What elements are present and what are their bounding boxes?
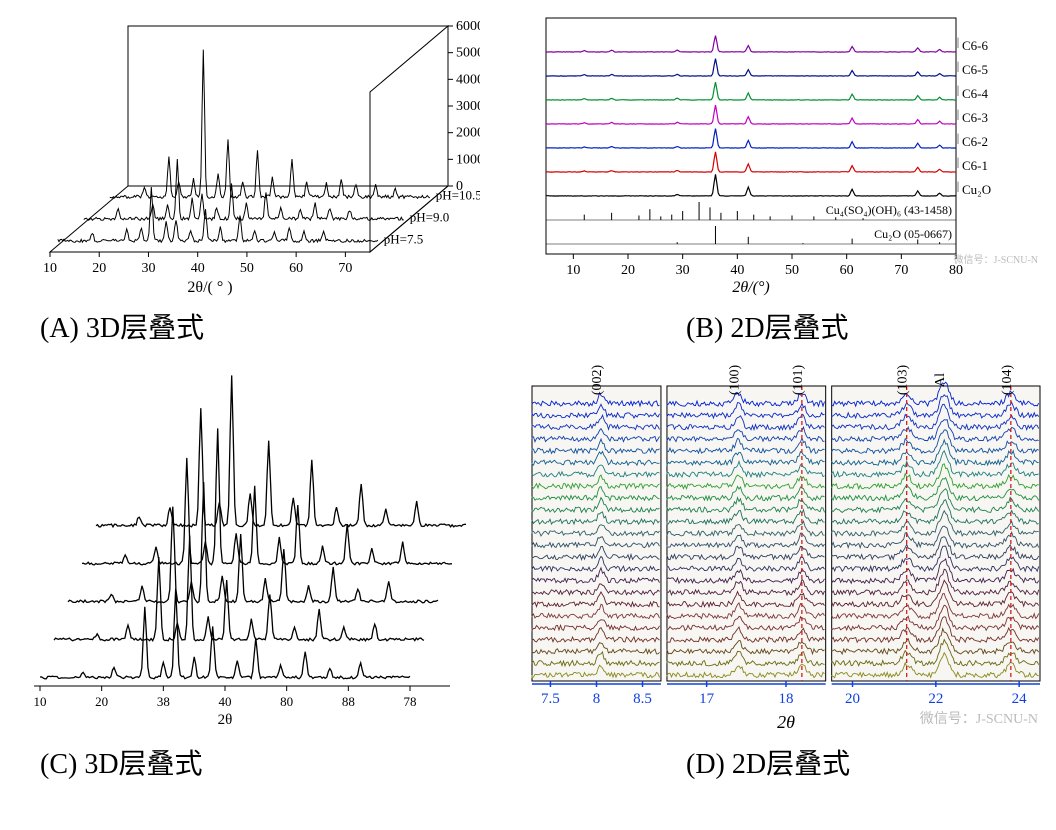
svg-text:pH=7.5: pH=7.5 xyxy=(384,231,423,246)
svg-text:2θ: 2θ xyxy=(777,712,795,732)
svg-text:Cu₂O: Cu₂O xyxy=(962,182,991,197)
svg-text:C6-4: C6-4 xyxy=(962,86,989,101)
svg-text:30: 30 xyxy=(141,261,155,276)
svg-text:30: 30 xyxy=(676,263,690,278)
svg-text:60: 60 xyxy=(840,263,854,278)
panel-d: (002) 7.5 8 8.5 (100) (101) 17 18 (103) Al (104) 20… xyxy=(526,356,1046,782)
svg-text:(100): (100) xyxy=(727,365,742,396)
svg-text:8.5: 8.5 xyxy=(633,691,652,707)
caption-d: (D) 2D层叠式 xyxy=(526,736,1046,782)
panel-c-chart: 10 20 38 40 80 88 78 2θ xyxy=(10,356,506,736)
svg-text:20: 20 xyxy=(621,263,635,278)
svg-text:60: 60 xyxy=(289,261,303,276)
panel-c: 10 20 38 40 80 88 78 2θ (C) 3D层叠式 xyxy=(10,356,506,782)
svg-text:5000: 5000 xyxy=(456,46,480,61)
svg-text:2θ/( ° ): 2θ/( ° ) xyxy=(187,279,232,296)
svg-text:C6-6: C6-6 xyxy=(962,38,989,53)
svg-text:20: 20 xyxy=(95,694,108,709)
svg-text:40: 40 xyxy=(191,261,205,276)
svg-text:10: 10 xyxy=(566,263,580,278)
svg-text:Cu₄(SO₄)(OH)₆ (43-1458): Cu₄(SO₄)(OH)₆ (43-1458) xyxy=(826,203,952,217)
svg-text:10: 10 xyxy=(34,694,47,709)
svg-text:pH=10.5: pH=10.5 xyxy=(436,187,480,202)
panel-b-chart: Cu₂O (05-0667) Cu₄(SO₄)(OH)₆ (43-1458) Cu₂… xyxy=(526,10,1046,300)
svg-text:40: 40 xyxy=(219,694,232,709)
caption-b: (B) 2D层叠式 xyxy=(526,300,1046,346)
svg-text:10: 10 xyxy=(43,261,57,276)
svg-text:(101): (101) xyxy=(791,365,806,396)
svg-text:50: 50 xyxy=(785,263,799,278)
caption-c: (C) 3D层叠式 xyxy=(10,736,506,782)
svg-text:20: 20 xyxy=(845,691,860,707)
svg-text:7.5: 7.5 xyxy=(541,691,560,707)
svg-text:88: 88 xyxy=(342,694,355,709)
svg-text:2000: 2000 xyxy=(456,126,480,141)
watermark-d: 微信号：J-SCNU-N xyxy=(920,708,1038,728)
svg-text:C6-1: C6-1 xyxy=(962,158,988,173)
panel-b: Cu₂O (05-0667) Cu₄(SO₄)(OH)₆ (43-1458) Cu₂… xyxy=(526,10,1046,346)
svg-text:C6-3: C6-3 xyxy=(962,110,988,125)
svg-text:24: 24 xyxy=(1012,691,1028,707)
svg-text:1000: 1000 xyxy=(456,152,480,167)
svg-text:6000: 6000 xyxy=(456,19,480,34)
caption-a: (A) 3D层叠式 xyxy=(10,300,506,346)
panel-a-chart: 0100020003000400050006000强度/CPS102030405… xyxy=(10,10,506,300)
svg-text:(002): (002) xyxy=(590,365,605,396)
svg-text:C6-2: C6-2 xyxy=(962,134,988,149)
svg-text:C6-5: C6-5 xyxy=(962,62,988,77)
svg-text:70: 70 xyxy=(338,261,352,276)
svg-text:3000: 3000 xyxy=(456,99,480,114)
svg-text:Cu₂O (05-0667): Cu₂O (05-0667) xyxy=(874,227,952,241)
panel-d-chart: (002) 7.5 8 8.5 (100) (101) 17 18 (103) Al (104) 20… xyxy=(526,356,1046,736)
svg-text:70: 70 xyxy=(894,263,908,278)
svg-text:8: 8 xyxy=(593,691,601,707)
watermark-b: 微信号：J-SCNU-N xyxy=(954,251,1038,266)
svg-text:2θ: 2θ xyxy=(218,712,233,728)
svg-text:22: 22 xyxy=(928,691,943,707)
svg-text:(103): (103) xyxy=(896,365,911,396)
svg-text:(104): (104) xyxy=(1000,365,1015,396)
svg-text:18: 18 xyxy=(779,691,794,707)
panel-a: 0100020003000400050006000强度/CPS102030405… xyxy=(10,10,506,346)
svg-text:50: 50 xyxy=(240,261,254,276)
svg-text:38: 38 xyxy=(157,694,170,709)
svg-text:20: 20 xyxy=(92,261,106,276)
svg-text:40: 40 xyxy=(730,263,744,278)
svg-text:Al: Al xyxy=(933,373,948,387)
svg-text:2θ/(°): 2θ/(°) xyxy=(732,279,769,296)
svg-text:80: 80 xyxy=(280,694,293,709)
svg-text:pH=9.0: pH=9.0 xyxy=(410,209,449,224)
svg-text:17: 17 xyxy=(699,691,715,707)
svg-text:4000: 4000 xyxy=(456,72,480,87)
svg-text:78: 78 xyxy=(404,694,417,709)
